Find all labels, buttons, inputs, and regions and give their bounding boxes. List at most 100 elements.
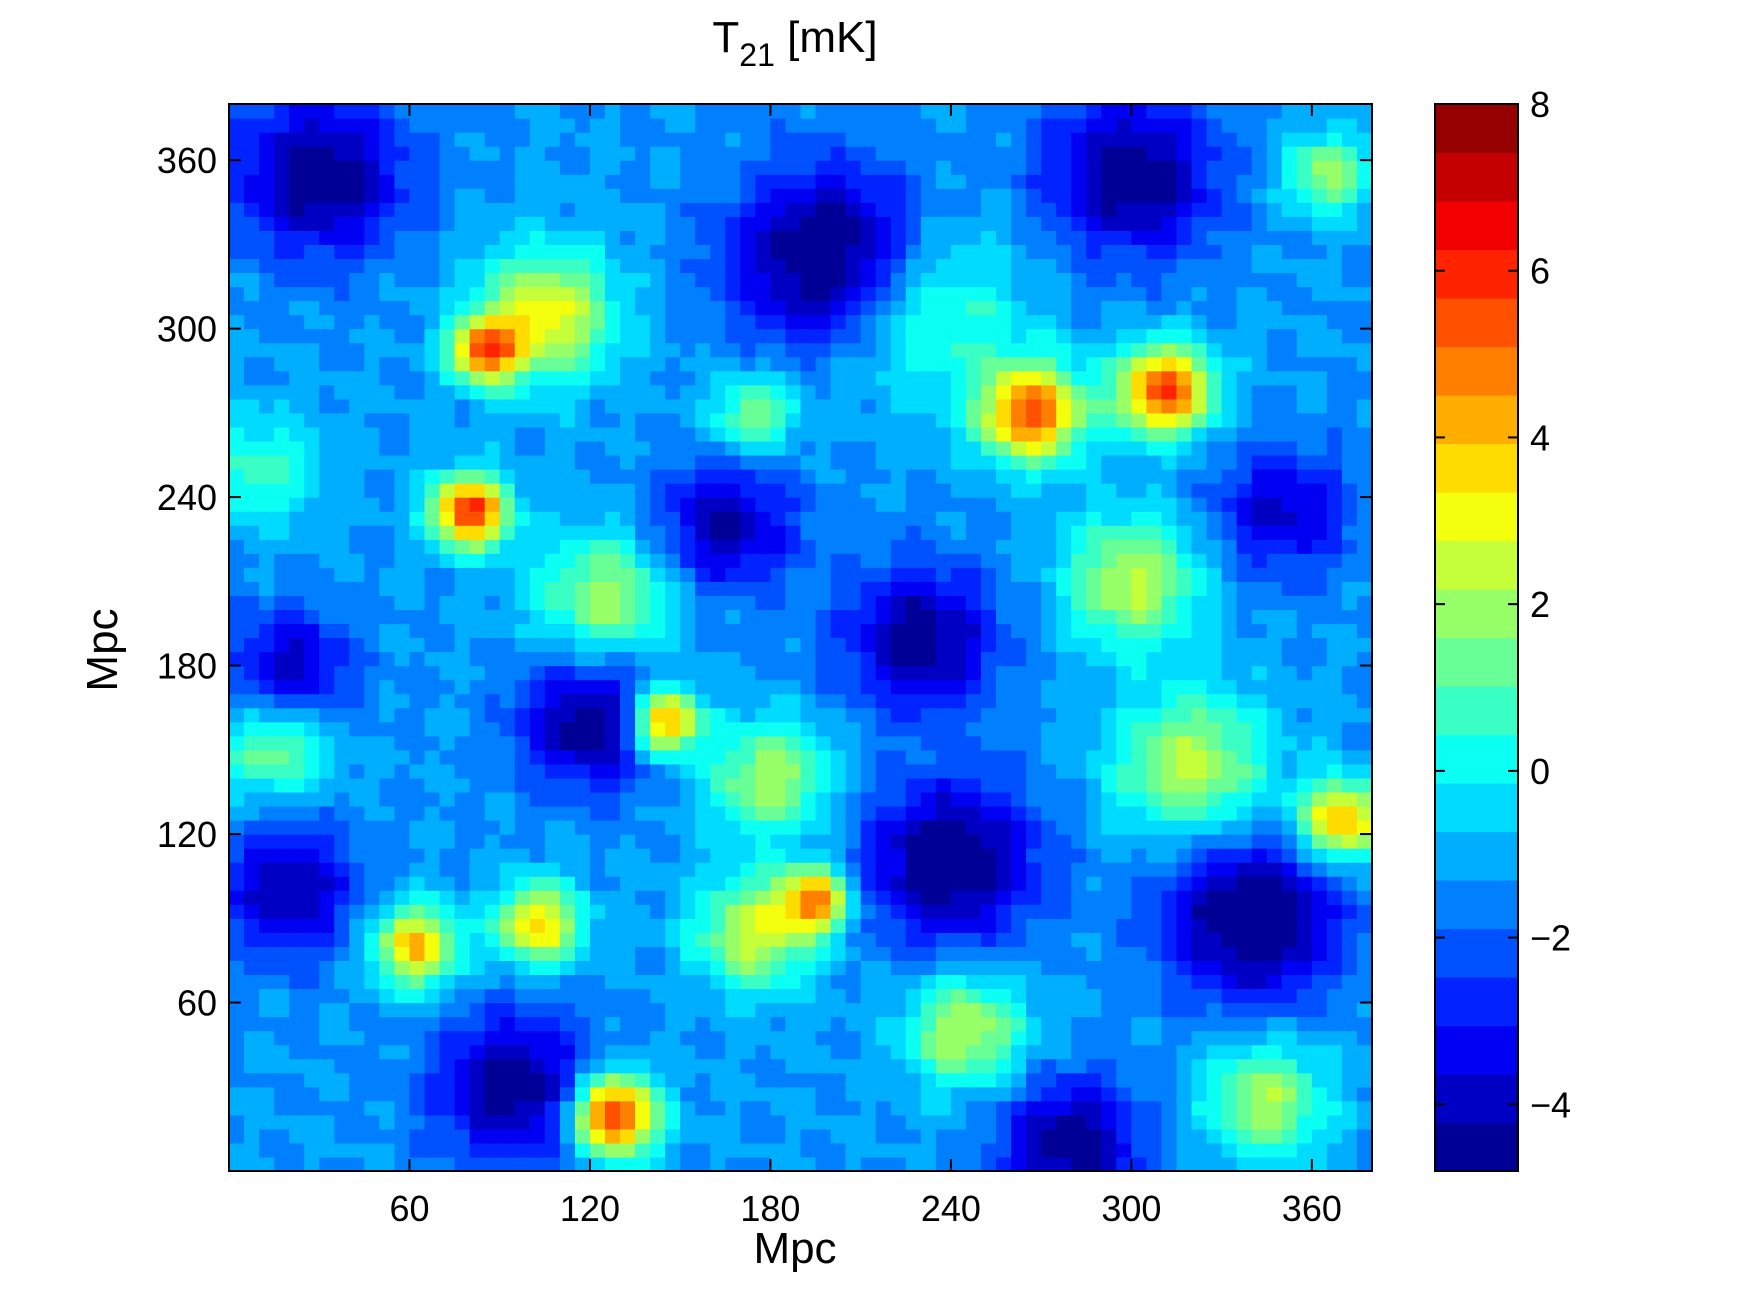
heatmap-cell xyxy=(499,581,516,596)
heatmap-cell xyxy=(544,160,561,175)
heatmap-cell xyxy=(469,988,486,1004)
heatmap-cell xyxy=(1041,862,1057,877)
heatmap-cell xyxy=(409,300,426,316)
heatmap-cell xyxy=(604,440,621,456)
heatmap-cell xyxy=(364,567,380,582)
heatmap-cell xyxy=(996,1086,1012,1102)
heatmap-cell xyxy=(334,679,350,695)
heatmap-cell xyxy=(650,160,666,175)
heatmap-cell xyxy=(409,230,426,245)
heatmap-cell xyxy=(710,412,726,428)
heatmap-cell xyxy=(845,1086,862,1102)
heatmap-cell xyxy=(514,1044,531,1060)
heatmap-cell xyxy=(785,595,802,611)
heatmap-cell xyxy=(484,595,501,611)
heatmap-cell xyxy=(890,637,907,653)
heatmap-cell xyxy=(1116,763,1132,779)
heatmap-cell xyxy=(1056,932,1072,947)
heatmap-cell xyxy=(529,1114,546,1130)
heatmap-cell xyxy=(244,104,260,119)
heatmap-cell xyxy=(409,146,426,161)
heatmap-cell xyxy=(229,918,245,933)
heatmap-cell xyxy=(725,497,741,512)
heatmap-cell xyxy=(635,342,651,358)
heatmap-cell xyxy=(514,651,531,667)
heatmap-cell xyxy=(950,567,967,582)
heatmap-cell xyxy=(409,988,426,1004)
heatmap-cell xyxy=(1086,342,1102,358)
heatmap-cell xyxy=(965,146,982,161)
heatmap-cell xyxy=(650,370,666,386)
heatmap-cell xyxy=(1116,834,1132,849)
heatmap-cell xyxy=(980,1128,997,1144)
heatmap-cell xyxy=(770,777,787,793)
heatmap-cell xyxy=(996,412,1012,428)
heatmap-cell xyxy=(770,1002,787,1018)
heatmap-cell xyxy=(950,904,967,919)
heatmap-cell xyxy=(950,553,967,568)
heatmap-cell xyxy=(755,1114,772,1130)
heatmap-cell xyxy=(484,525,501,540)
heatmap-cell xyxy=(304,440,320,456)
heatmap-cell xyxy=(304,567,320,582)
heatmap-cell xyxy=(469,876,486,891)
heatmap-cell xyxy=(980,974,997,990)
heatmap-cell xyxy=(830,1128,847,1144)
heatmap-cell xyxy=(965,651,982,667)
heatmap-cell xyxy=(680,609,696,625)
heatmap-cell xyxy=(665,820,681,835)
heatmap-cell xyxy=(920,1086,937,1102)
heatmap-cell xyxy=(665,300,681,316)
heatmap-cell xyxy=(364,1100,380,1116)
heatmap-cell xyxy=(319,651,335,667)
heatmap-cell xyxy=(1146,595,1163,611)
heatmap-cell xyxy=(499,356,516,372)
heatmap-cell xyxy=(259,904,275,919)
heatmap-cell xyxy=(920,539,937,554)
heatmap-cell xyxy=(845,469,862,484)
heatmap-cell xyxy=(935,525,952,540)
heatmap-cell xyxy=(1191,1128,1208,1144)
heatmap-cell xyxy=(319,918,335,933)
heatmap-cell xyxy=(920,469,937,484)
heatmap-cell xyxy=(815,946,832,962)
heatmap-cell xyxy=(1191,988,1208,1004)
heatmap-cell xyxy=(574,160,591,175)
heatmap-cell xyxy=(1041,370,1057,386)
heatmap-cell xyxy=(469,328,486,344)
heatmap-cell xyxy=(1056,1002,1072,1018)
heatmap-cell xyxy=(1086,188,1102,203)
heatmap-cell xyxy=(860,1156,877,1172)
heatmap-cell xyxy=(424,469,441,484)
heatmap-cell xyxy=(830,763,847,779)
heatmap-cell xyxy=(770,286,787,302)
heatmap-cell xyxy=(1161,1114,1178,1130)
heatmap-cell xyxy=(1101,763,1117,779)
heatmap-cell xyxy=(334,1030,350,1046)
heatmap-cell xyxy=(620,665,636,681)
heatmap-cell xyxy=(890,960,907,976)
heatmap-cell xyxy=(604,525,621,540)
heatmap-cell xyxy=(289,693,305,709)
heatmap-cell xyxy=(484,202,501,217)
heatmap-cell xyxy=(259,539,275,554)
heatmap-cell xyxy=(695,918,711,933)
heatmap-cell xyxy=(1071,679,1087,695)
heatmap-cell xyxy=(845,426,862,442)
heatmap-cell xyxy=(394,918,411,933)
heatmap-cell xyxy=(815,890,832,905)
heatmap-cell xyxy=(815,1016,832,1032)
heatmap-cell xyxy=(364,904,380,919)
heatmap-cell xyxy=(710,258,726,274)
heatmap-cell xyxy=(529,511,546,526)
heatmap-cell xyxy=(845,974,862,990)
heatmap-cell xyxy=(589,511,606,526)
heatmap-cell xyxy=(680,160,696,175)
heatmap-cell xyxy=(454,904,471,919)
heatmap-cell xyxy=(499,679,516,695)
heatmap-cell xyxy=(740,609,756,625)
heatmap-cell xyxy=(1011,637,1027,653)
heatmap-cell xyxy=(364,426,380,442)
heatmap-cell xyxy=(770,665,787,681)
heatmap-cell xyxy=(349,637,365,653)
